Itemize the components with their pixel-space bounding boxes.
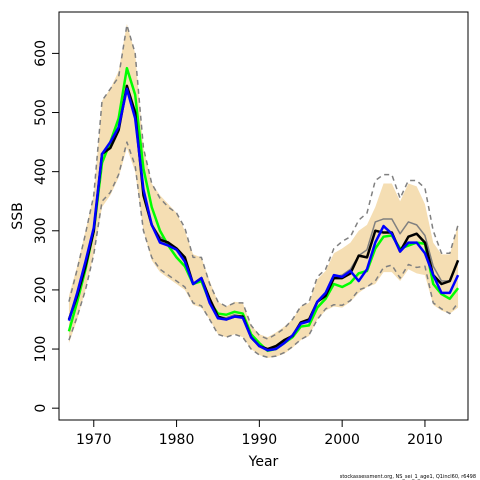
x-tick-label: 1990 bbox=[242, 432, 278, 448]
x-tick-label: 1980 bbox=[159, 432, 195, 448]
series-line-5 bbox=[68, 141, 459, 359]
y-tick-label: 100 bbox=[33, 336, 49, 363]
y-tick-label: 200 bbox=[33, 277, 49, 304]
y-axis-title: SSB bbox=[10, 202, 26, 229]
confidence-band bbox=[68, 23, 459, 358]
x-tick-label: 2000 bbox=[324, 432, 360, 448]
y-tick-label: 0 bbox=[33, 404, 49, 413]
x-axis-title: Year bbox=[248, 454, 279, 470]
y-tick-label: 600 bbox=[33, 40, 49, 67]
y-axis: 0 100 200 300 400 500 600 bbox=[33, 40, 60, 413]
y-tick-label: 300 bbox=[33, 217, 49, 244]
y-tick-label: 500 bbox=[33, 99, 49, 126]
y-tick-label: 400 bbox=[33, 158, 49, 185]
series-line-2 bbox=[67, 87, 460, 352]
series-layer bbox=[67, 24, 460, 359]
x-tick-label: 1970 bbox=[76, 432, 112, 448]
x-axis: 1970 1980 1990 2000 2010 bbox=[76, 419, 443, 448]
footnote: stockassessment.org, NS_sei_1_age1, Q1in… bbox=[340, 474, 476, 480]
x-tick-label: 2010 bbox=[407, 432, 443, 448]
series-line-4 bbox=[68, 24, 459, 340]
confidence-band-layer bbox=[68, 23, 459, 358]
